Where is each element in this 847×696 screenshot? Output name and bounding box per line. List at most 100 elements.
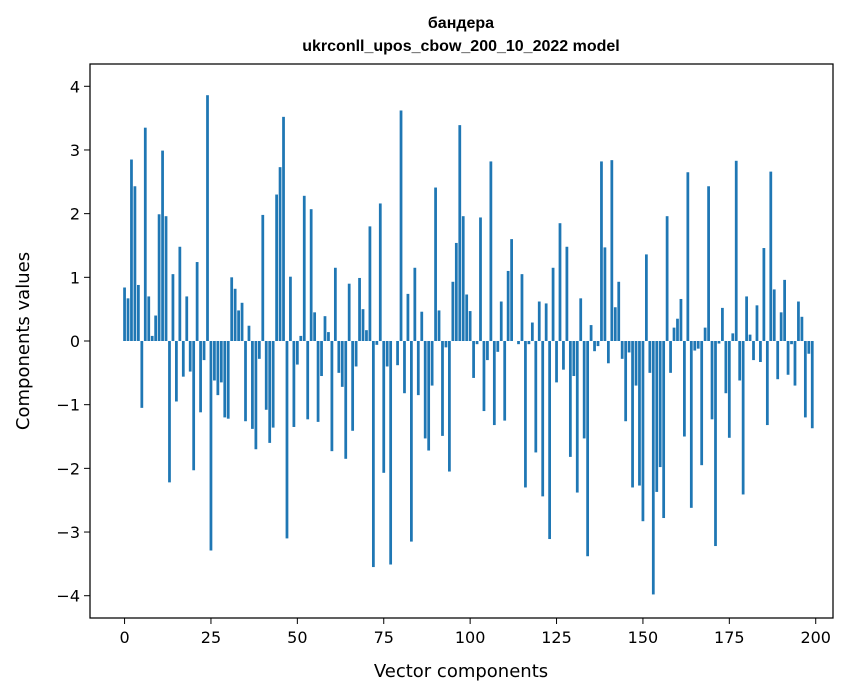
bar-96 bbox=[454, 242, 458, 341]
bar-141 bbox=[610, 160, 614, 341]
bar-68 bbox=[358, 277, 361, 341]
y-axis: −4 −3 −2 −1 0 1 2 3 4 bbox=[56, 77, 90, 606]
bar-30 bbox=[226, 341, 230, 419]
bar-114 bbox=[517, 341, 520, 345]
bar-100 bbox=[468, 311, 472, 341]
bar-126 bbox=[558, 223, 562, 341]
bar-197 bbox=[803, 341, 807, 418]
y-tick-label: 0 bbox=[70, 332, 80, 351]
bar-21 bbox=[195, 262, 199, 341]
bar-145 bbox=[624, 341, 628, 422]
bar-62 bbox=[337, 341, 341, 373]
bar-57 bbox=[320, 341, 323, 377]
bar-149 bbox=[638, 341, 641, 486]
bar-77 bbox=[389, 341, 393, 565]
bar-14 bbox=[171, 274, 175, 341]
bar-129 bbox=[568, 341, 572, 457]
bar-82 bbox=[406, 293, 410, 341]
bar-51 bbox=[299, 335, 303, 341]
bar-101 bbox=[472, 341, 475, 378]
bar-178 bbox=[738, 341, 742, 381]
bar-26 bbox=[213, 341, 216, 381]
bar-104 bbox=[482, 341, 486, 412]
bar-175 bbox=[727, 341, 731, 438]
bar-169 bbox=[707, 186, 710, 341]
bar-194 bbox=[793, 341, 797, 386]
bar-42 bbox=[268, 341, 272, 443]
bars-group bbox=[123, 95, 814, 595]
bar-38 bbox=[254, 341, 258, 450]
bar-46 bbox=[282, 116, 285, 341]
bar-58 bbox=[323, 316, 327, 341]
bar-131 bbox=[575, 341, 579, 493]
bar-134 bbox=[586, 341, 590, 557]
bar-55 bbox=[313, 312, 317, 341]
bar-190 bbox=[779, 312, 783, 341]
bar-137 bbox=[596, 341, 600, 347]
bar-36 bbox=[247, 325, 251, 341]
bar-171 bbox=[714, 341, 717, 547]
bar-22 bbox=[199, 341, 202, 413]
bar-29 bbox=[223, 341, 227, 418]
bar-65 bbox=[347, 283, 351, 341]
bar-185 bbox=[762, 248, 766, 341]
bar-112 bbox=[510, 239, 513, 341]
bar-74 bbox=[378, 203, 382, 341]
bar-71 bbox=[368, 226, 372, 341]
bar-142 bbox=[613, 307, 617, 341]
bar-109 bbox=[499, 301, 503, 341]
bar-153 bbox=[651, 341, 655, 595]
bar-174 bbox=[724, 341, 728, 394]
bar-140 bbox=[606, 341, 610, 364]
bar-5 bbox=[140, 341, 144, 408]
bar-39 bbox=[257, 341, 261, 359]
bar-41 bbox=[264, 341, 268, 410]
bar-28 bbox=[219, 341, 223, 383]
bar-157 bbox=[665, 216, 669, 341]
bar-107 bbox=[492, 341, 496, 426]
bar-99 bbox=[465, 294, 469, 341]
bar-2 bbox=[130, 159, 133, 341]
bar-128 bbox=[565, 246, 569, 341]
x-tick-label: 0 bbox=[119, 628, 129, 647]
bar-124 bbox=[551, 267, 555, 341]
chart-subtitle: ukrconll_upos_cbow_200_10_2022 model bbox=[302, 38, 619, 55]
bar-37 bbox=[251, 341, 254, 429]
bar-53 bbox=[306, 341, 310, 420]
x-tick-label: 25 bbox=[201, 628, 221, 647]
bar-88 bbox=[427, 341, 431, 451]
bar-60 bbox=[330, 341, 334, 452]
bar-45 bbox=[278, 167, 282, 341]
bar-79 bbox=[396, 341, 399, 366]
bar-164 bbox=[689, 341, 693, 508]
bar-8 bbox=[150, 335, 154, 341]
bar-83 bbox=[410, 341, 413, 542]
bar-98 bbox=[461, 216, 465, 341]
bar-170 bbox=[710, 341, 714, 420]
bar-151 bbox=[645, 254, 648, 341]
bar-91 bbox=[437, 310, 441, 341]
bar-117 bbox=[527, 341, 531, 345]
bar-167 bbox=[700, 341, 704, 466]
bar-13 bbox=[168, 341, 171, 483]
bar-93 bbox=[444, 341, 448, 348]
bar-103 bbox=[479, 217, 482, 341]
y-tick-label: −3 bbox=[56, 523, 80, 542]
bar-15 bbox=[175, 341, 178, 402]
bar-73 bbox=[375, 341, 379, 345]
bar-23 bbox=[202, 341, 206, 361]
bar-136 bbox=[593, 341, 596, 352]
bar-95 bbox=[451, 281, 455, 341]
chart-title: бандера bbox=[428, 15, 494, 32]
bar-32 bbox=[233, 288, 237, 341]
bar-195 bbox=[797, 301, 800, 341]
bar-199 bbox=[810, 341, 814, 429]
bar-61 bbox=[333, 267, 337, 341]
bar-67 bbox=[354, 341, 358, 367]
bar-158 bbox=[669, 341, 672, 373]
bar-159 bbox=[672, 327, 676, 341]
bar-49 bbox=[292, 341, 296, 427]
bar-116 bbox=[524, 341, 527, 488]
plot-frame bbox=[89, 63, 834, 619]
